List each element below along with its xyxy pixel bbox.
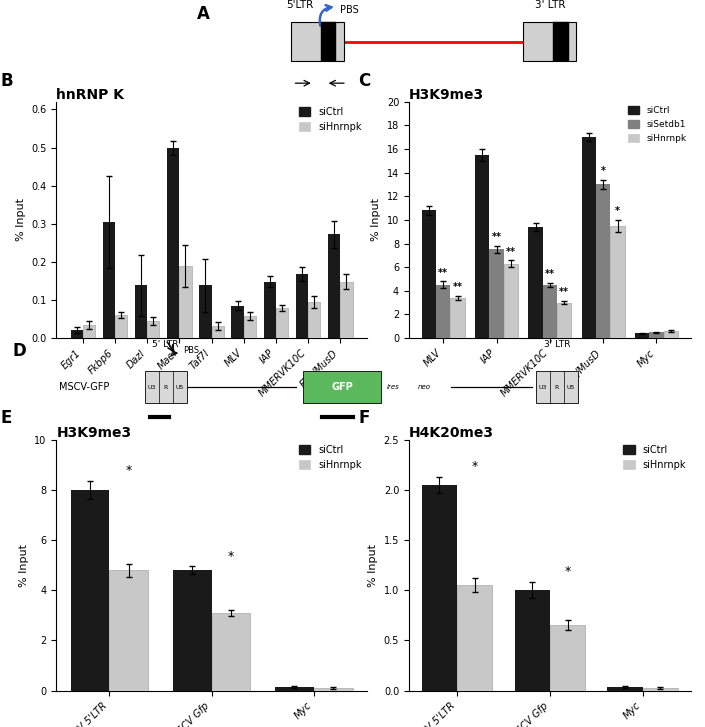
Bar bbox=[303, 371, 381, 403]
Text: R: R bbox=[555, 385, 559, 390]
Text: *: * bbox=[228, 550, 234, 563]
Bar bbox=[553, 22, 569, 62]
Text: *: * bbox=[472, 460, 478, 473]
Text: C: C bbox=[358, 72, 370, 90]
Bar bbox=[475, 155, 489, 338]
Bar bbox=[275, 687, 314, 691]
Bar bbox=[135, 286, 147, 338]
Bar bbox=[173, 570, 212, 691]
Bar bbox=[436, 285, 450, 338]
Text: U3: U3 bbox=[539, 385, 547, 390]
Text: **: ** bbox=[559, 287, 570, 297]
Bar bbox=[643, 688, 678, 691]
Bar bbox=[291, 22, 344, 62]
Text: neo: neo bbox=[417, 385, 430, 390]
Bar bbox=[147, 321, 159, 338]
Text: *: * bbox=[125, 465, 132, 478]
Text: **: ** bbox=[453, 282, 462, 292]
Bar bbox=[328, 234, 341, 338]
Bar bbox=[212, 613, 250, 691]
Bar bbox=[528, 227, 543, 338]
Bar bbox=[167, 148, 179, 338]
Bar bbox=[264, 281, 276, 338]
Bar bbox=[145, 371, 187, 403]
Text: ires: ires bbox=[386, 385, 399, 390]
Bar bbox=[536, 371, 578, 403]
Bar bbox=[422, 485, 457, 691]
Legend: siCtrl, siHnrnpk: siCtrl, siHnrnpk bbox=[299, 107, 362, 132]
Text: PBS: PBS bbox=[183, 346, 200, 355]
Bar bbox=[489, 249, 504, 338]
Y-axis label: % Input: % Input bbox=[368, 544, 378, 587]
Bar bbox=[550, 625, 585, 691]
Bar bbox=[557, 302, 572, 338]
Bar bbox=[70, 490, 109, 691]
Y-axis label: % Input: % Input bbox=[372, 198, 381, 241]
Text: H3K9me3: H3K9me3 bbox=[409, 88, 484, 102]
Bar bbox=[504, 264, 518, 338]
Bar bbox=[341, 281, 352, 338]
Bar bbox=[308, 302, 320, 338]
Text: R: R bbox=[164, 385, 168, 390]
Bar bbox=[523, 22, 577, 62]
Bar bbox=[450, 298, 465, 338]
Bar bbox=[103, 222, 115, 338]
Text: **: ** bbox=[491, 233, 501, 242]
Bar bbox=[582, 137, 596, 338]
Bar bbox=[200, 286, 212, 338]
Text: U5: U5 bbox=[567, 385, 575, 390]
Text: 5' LTR: 5' LTR bbox=[152, 340, 179, 349]
Text: *: * bbox=[601, 166, 606, 176]
Text: A: A bbox=[197, 4, 210, 23]
Text: 3' LTR: 3' LTR bbox=[534, 0, 565, 10]
Bar bbox=[515, 590, 550, 691]
Y-axis label: % Input: % Input bbox=[16, 198, 26, 241]
Text: **: ** bbox=[545, 269, 555, 279]
Text: B: B bbox=[1, 72, 13, 90]
Text: H4K20me3: H4K20me3 bbox=[409, 426, 494, 440]
Bar bbox=[82, 325, 95, 338]
Text: H3K9me3: H3K9me3 bbox=[56, 426, 132, 440]
Bar bbox=[321, 22, 336, 62]
Text: U3: U3 bbox=[147, 385, 156, 390]
Bar bbox=[422, 211, 436, 338]
Bar bbox=[276, 308, 288, 338]
Bar bbox=[663, 331, 678, 338]
Bar bbox=[543, 285, 557, 338]
Text: D: D bbox=[13, 342, 27, 361]
Text: 5'LTR: 5'LTR bbox=[286, 0, 313, 10]
Legend: siCtrl, siSetdb1, siHnrnpk: siCtrl, siSetdb1, siHnrnpk bbox=[628, 106, 687, 142]
Text: E: E bbox=[1, 409, 12, 427]
Bar bbox=[115, 316, 127, 338]
Bar bbox=[314, 688, 352, 691]
Bar bbox=[596, 185, 611, 338]
Bar bbox=[635, 333, 649, 338]
Bar bbox=[109, 570, 148, 691]
Legend: siCtrl, siHnrnpk: siCtrl, siHnrnpk bbox=[299, 445, 362, 470]
Legend: siCtrl, siHnrnpk: siCtrl, siHnrnpk bbox=[623, 445, 686, 470]
Bar bbox=[70, 329, 82, 338]
Text: *: * bbox=[565, 566, 570, 578]
Text: hnRNP K: hnRNP K bbox=[56, 88, 124, 102]
Text: **: ** bbox=[439, 268, 448, 278]
Bar bbox=[457, 585, 492, 691]
Bar bbox=[244, 316, 256, 338]
Text: U5: U5 bbox=[176, 385, 184, 390]
Y-axis label: % Input: % Input bbox=[19, 544, 29, 587]
Bar bbox=[608, 686, 643, 691]
Bar bbox=[179, 265, 192, 338]
Bar bbox=[296, 274, 308, 338]
Text: PBS: PBS bbox=[340, 4, 359, 15]
Text: **: ** bbox=[506, 246, 516, 257]
Text: MSCV-GFP: MSCV-GFP bbox=[59, 382, 109, 392]
Bar bbox=[231, 305, 244, 338]
Bar bbox=[611, 226, 625, 338]
Text: F: F bbox=[358, 409, 369, 427]
Text: 3' LTR: 3' LTR bbox=[544, 340, 570, 349]
Bar bbox=[212, 326, 223, 338]
Text: GFP: GFP bbox=[331, 382, 352, 393]
Bar bbox=[649, 332, 663, 338]
Text: *: * bbox=[615, 206, 620, 217]
